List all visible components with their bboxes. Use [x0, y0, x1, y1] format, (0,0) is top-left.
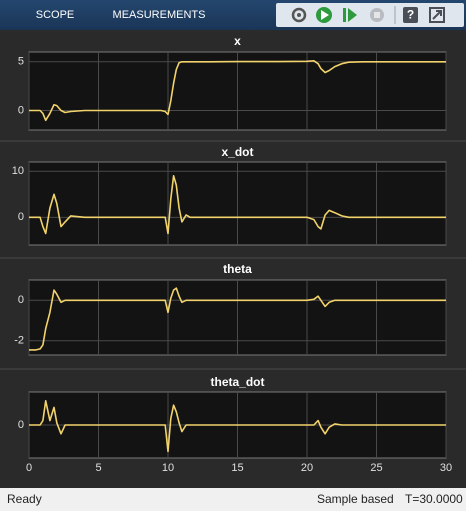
- status-time: T=30.0000: [405, 492, 463, 506]
- x-tick-label: 15: [231, 462, 243, 474]
- status-ready: Ready: [7, 492, 42, 506]
- status-mode: Sample based: [317, 492, 394, 506]
- help-icon-bg: [403, 7, 418, 23]
- x-tick-label: 30: [440, 462, 452, 474]
- plot-title: x_dot: [221, 145, 253, 159]
- signal-line: [29, 287, 446, 351]
- x-tick-label: 25: [370, 462, 382, 474]
- y-tick-label: -2: [14, 335, 24, 347]
- settings-icon[interactable]: [291, 7, 307, 23]
- y-tick-label: 0: [18, 211, 24, 223]
- plot-title: x: [234, 34, 241, 48]
- plot-title: theta: [223, 262, 252, 276]
- status-bar: [0, 488, 466, 511]
- y-tick-label: 5: [18, 56, 24, 68]
- x-tick-label: 20: [301, 462, 313, 474]
- run-button[interactable]: [316, 7, 332, 23]
- signal-line: [29, 400, 446, 453]
- stop-button[interactable]: [370, 8, 384, 22]
- signal-line: [29, 60, 446, 122]
- signal-line: [29, 175, 446, 235]
- step-button[interactable]: [343, 8, 357, 22]
- x-tick-label: 0: [26, 462, 32, 474]
- undock-icon[interactable]: [429, 7, 445, 23]
- y-tick-label: 0: [18, 104, 24, 116]
- y-tick-label: 10: [12, 165, 24, 177]
- tab-scope[interactable]: SCOPE: [36, 9, 75, 21]
- x-tick-label: 10: [162, 462, 174, 474]
- x-tick-label: 5: [95, 462, 101, 474]
- tab-measurements[interactable]: MEASUREMENTS: [113, 9, 206, 21]
- y-tick-label: 0: [18, 419, 24, 431]
- plot-title: theta_dot: [211, 375, 265, 389]
- help-icon[interactable]: ?: [407, 8, 414, 22]
- y-tick-label: 0: [18, 294, 24, 306]
